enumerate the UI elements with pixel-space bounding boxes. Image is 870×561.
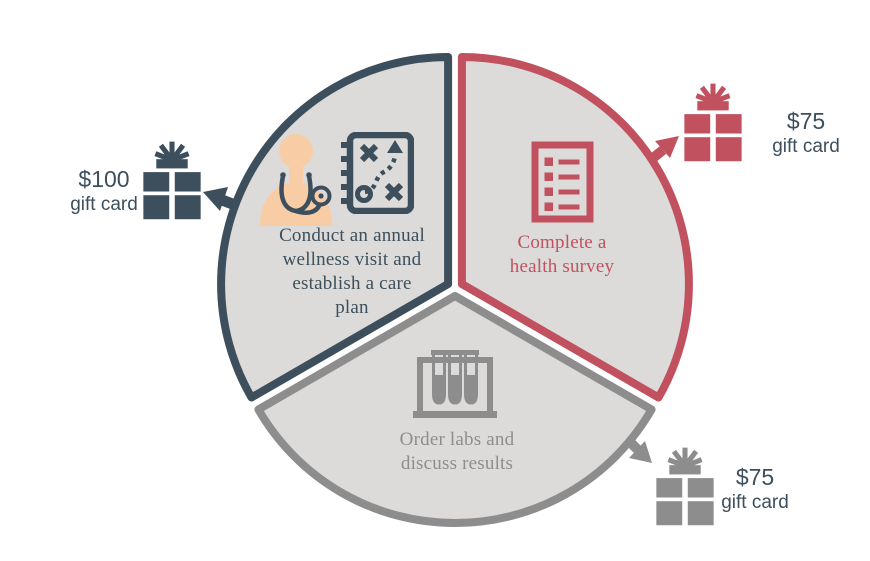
reward-gift-card-text: gift card [721,492,789,513]
test-tube [431,350,447,405]
test-tube [447,350,463,405]
segment-wellness-visit-slice [217,53,453,402]
reward-amount: $100 [78,166,130,192]
segment-health-survey-slice [457,53,693,402]
reward-100-label: $100 gift card [56,166,152,216]
reward-gift-card-text: gift card [772,136,840,157]
reward-amount: $75 [735,464,775,490]
segment-order-labs-slice [254,292,656,528]
segment-order-labs-label: Order labs and discuss results [399,429,515,474]
care-plan-icon [341,132,414,214]
test-tube [463,350,479,405]
reward-amount: $75 [786,108,826,134]
reward-75-survey-label: $75 gift card [764,108,848,158]
gift-icon [684,83,742,162]
segment-health-survey-label: Complete a health survey [509,232,615,277]
lab-tubes-icon [413,350,497,418]
doctor-icon [260,134,332,226]
reward-gift-card-text: gift card [70,194,138,215]
survey-icon [531,141,594,223]
gift-icon [143,141,201,220]
reward-75-labs-label: $75 gift card [713,464,797,514]
segment-wellness-visit-label: Conduct an annual wellness visit and est… [279,225,425,318]
gift-icon [656,447,714,526]
